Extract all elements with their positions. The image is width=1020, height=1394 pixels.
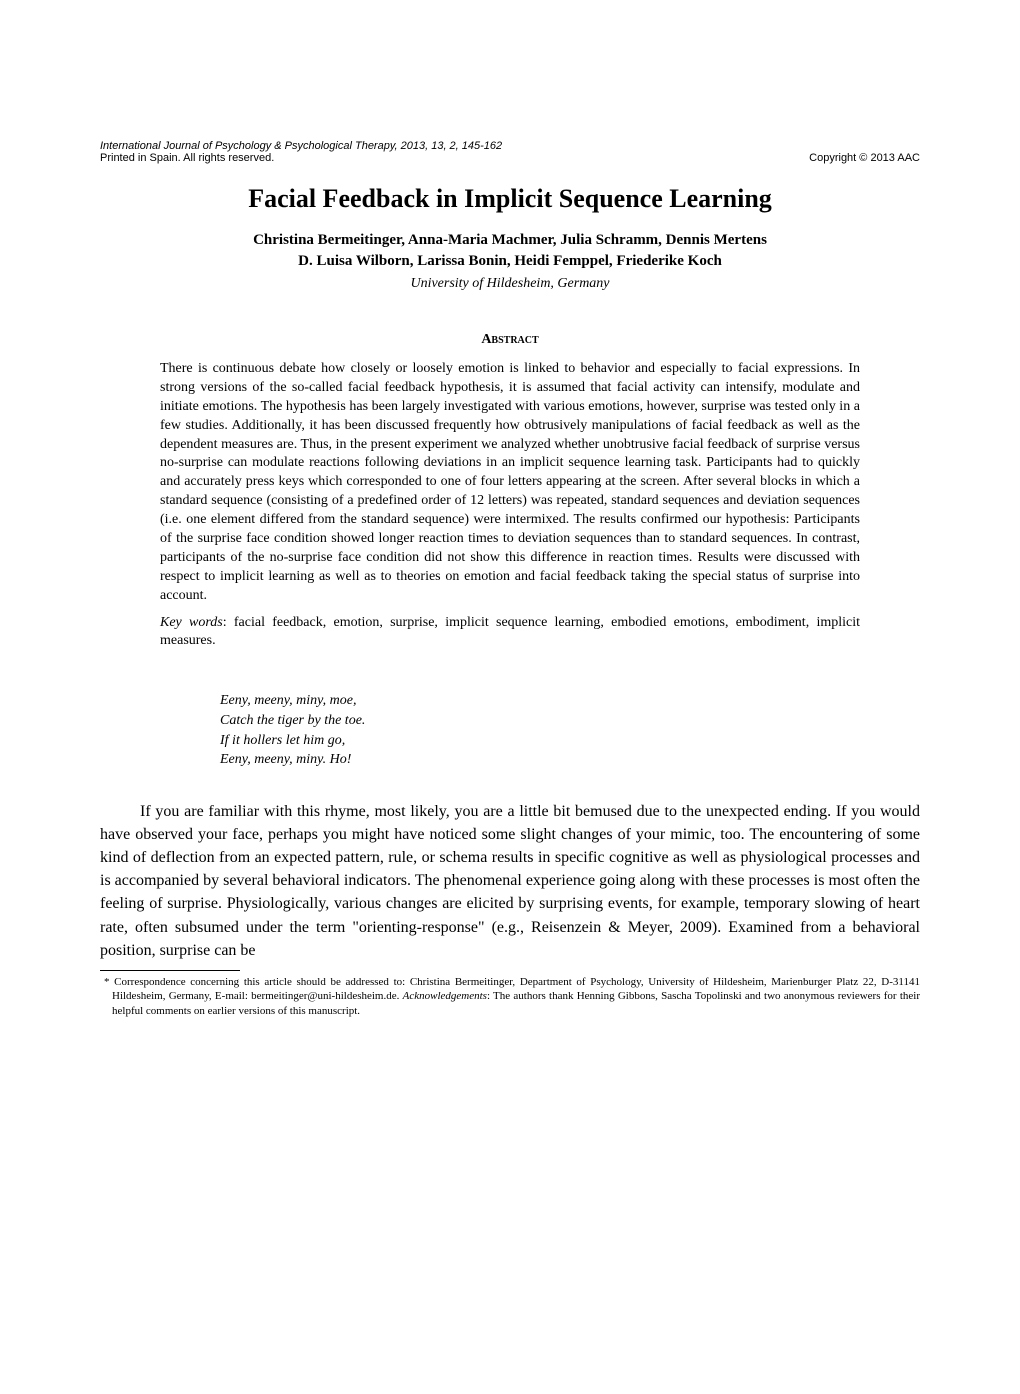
rhyme-line-3: If it hollers let him go,: [220, 731, 860, 751]
journal-citation: International Journal of Psychology & Ps…: [100, 140, 920, 152]
printed-line: Printed in Spain. All rights reserved.: [100, 152, 274, 164]
affiliation: University of Hildesheim, Germany: [100, 276, 920, 292]
rhyme-line-2: Catch the tiger by the toe.: [220, 711, 860, 731]
rhyme-line-1: Eeny, meeny, miny, moe,: [220, 691, 860, 711]
body-paragraph-1: If you are familiar with this rhyme, mos…: [100, 800, 920, 962]
rhyme-block: Eeny, meeny, miny, moe, Catch the tiger …: [220, 691, 860, 769]
keywords-text: : facial feedback, emotion, surprise, im…: [160, 615, 860, 649]
abstract-body: There is continuous debate how closely o…: [160, 360, 860, 606]
abstract-heading: Abstract: [100, 332, 920, 348]
footnote-separator: [100, 970, 240, 971]
rhyme-line-4: Eeny, meeny, miny. Ho!: [220, 750, 860, 770]
footnote-ack-label: Acknowledgements: [403, 990, 487, 1002]
journal-info-line2: Printed in Spain. All rights reserved. C…: [100, 152, 920, 164]
authors-line-1: Christina Bermeitinger, Anna-Maria Machm…: [100, 232, 920, 249]
copyright-text: Copyright © 2013 AAC: [809, 152, 920, 164]
authors-line-2: D. Luisa Wilborn, Larissa Bonin, Heidi F…: [100, 253, 920, 270]
keywords: Key words: facial feedback, emotion, sur…: [160, 614, 860, 652]
article-title: Facial Feedback in Implicit Sequence Lea…: [100, 184, 920, 214]
journal-name-line: International Journal of Psychology & Ps…: [100, 140, 502, 152]
footnote: * Correspondence concerning this article…: [100, 975, 920, 1018]
keywords-label: Key words: [160, 615, 223, 630]
